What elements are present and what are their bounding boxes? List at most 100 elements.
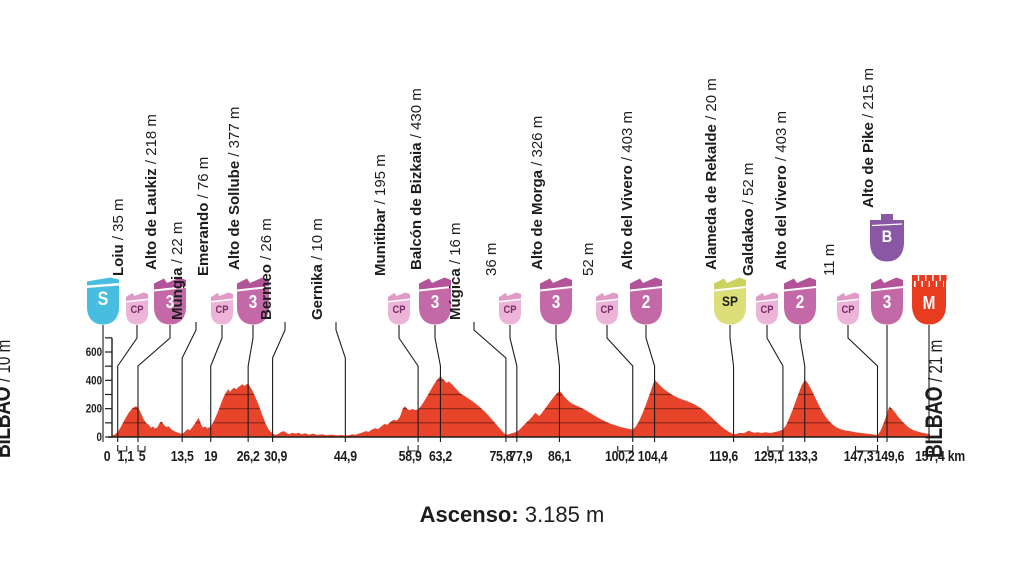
waypoint-label-foot <box>617 445 634 452</box>
start-icon <box>87 277 119 325</box>
waypoint-label-foot <box>137 445 146 452</box>
x-axis-label: 119,6 <box>709 448 738 464</box>
waypoint-label-mugica: Múgica / 16 m <box>447 222 464 320</box>
marker-52-m: CP <box>595 292 619 325</box>
waypoint-elevation: / 403 m <box>773 111 790 166</box>
cp-icon <box>837 292 859 325</box>
waypoint-label-alameda-de-rekalde: Alameda de Rekalde / 20 m <box>703 78 720 270</box>
marker-icon-text: CP <box>841 304 855 316</box>
x-axis-label: 0 <box>104 448 111 464</box>
marker-icon-text: CP <box>392 304 406 316</box>
waypoint-elevation: / 377 m <box>226 106 243 161</box>
waypoint-elevation: / 403 m <box>619 111 636 166</box>
waypoint-label-loiu: Loiu / 35 m <box>110 198 127 276</box>
marker-icon-text: S <box>97 289 109 310</box>
meta-icon <box>912 275 947 325</box>
waypoint-label-alto-del-vivero: Alto del Vivero / 403 m <box>773 111 790 270</box>
cp-icon <box>126 292 148 325</box>
waypoint-name: Alameda de Rekalde <box>703 124 720 270</box>
waypoint-label-galdakao: Galdakao / 52 m <box>740 162 757 276</box>
marker-loiu: CP <box>125 292 149 325</box>
sp-icon <box>714 277 746 325</box>
x-axis-label: 19 <box>204 448 218 464</box>
x-axis-label: 133,3 <box>788 448 818 464</box>
waypoint-name: Balcón de Bizkaia <box>408 142 425 270</box>
waypoint-elevation: / 218 m <box>143 114 160 169</box>
waypoint-label-alto-de-morga: Alto de Morga / 326 m <box>529 115 546 270</box>
waypoint-leader-line <box>799 325 806 442</box>
waypoint-name: Munitibar <box>372 208 389 277</box>
cat3-icon <box>871 277 903 325</box>
waypoint-leader-line <box>247 325 254 442</box>
waypoint-leader-line <box>555 325 561 442</box>
waypoint-leader-line <box>210 325 223 442</box>
marker-icon-text: 2 <box>641 292 651 312</box>
marker-icon-text: CP <box>600 304 614 316</box>
waypoint-label-alto-de-pike: Alto de Pike / 215 m <box>860 67 877 208</box>
x-axis-label: 5 <box>139 448 146 464</box>
marker-alto-de-sollube: 3 <box>236 277 270 325</box>
waypoint-leader-line <box>272 322 286 442</box>
waypoint-leader-line <box>729 325 735 442</box>
marker-icon-text: CP <box>130 304 144 316</box>
total-ascent: Ascenso: 3.185 m <box>0 502 1024 528</box>
cat2-icon <box>630 277 662 325</box>
waypoint-name: Alto de Pike <box>860 122 877 208</box>
waypoint-elevation: / 52 m <box>740 162 757 209</box>
x-axis-label: 100,2 <box>605 448 635 464</box>
cat3-icon <box>154 277 186 325</box>
waypoint-leader-line <box>509 325 518 442</box>
marker-alto-de-pike-bonus: B <box>869 214 905 264</box>
waypoint-label-gernika: Gernika / 10 m <box>309 218 326 320</box>
waypoint-label-alto-de-sollube: Alto de Sollube / 377 m <box>226 106 243 270</box>
marker-icon-text: M <box>922 293 936 313</box>
marker-icon-text: 3 <box>165 292 175 312</box>
x-axis-label: 149,6 <box>875 448 905 464</box>
waypoint-elevation: / 26 m <box>258 218 275 265</box>
cat3-icon <box>419 277 451 325</box>
marker-alto-del-vivero: 2 <box>629 277 663 325</box>
waypoint-elevation: / 20 m <box>703 78 720 125</box>
marker-alameda-de-rekalde: SP <box>713 277 747 325</box>
x-axis-label: 104,4 <box>638 448 668 464</box>
waypoint-label-alto-de-laukiz: Alto de Laukiz / 218 m <box>143 114 160 270</box>
waypoint-leader-line <box>645 325 656 442</box>
waypoint-name: Emerando <box>195 202 212 276</box>
waypoint-name: Gernika <box>309 264 326 320</box>
cp-icon <box>756 292 778 325</box>
x-axis-label: 30,9 <box>264 448 288 464</box>
waypoint-name: Alto de Morga <box>529 170 546 270</box>
marker-icon-text: CP <box>215 304 229 316</box>
waypoint-name: Loiu <box>110 244 127 276</box>
waypoint-elevation: 11 m <box>821 243 838 276</box>
waypoint-elevation: 52 m <box>580 242 597 276</box>
waypoint-name: Alto del Vivero <box>773 165 790 270</box>
waypoint-leader-line <box>117 325 138 442</box>
waypoint-label-alto-del-vivero: Alto del Vivero / 403 m <box>619 111 636 270</box>
waypoint-leader-line <box>335 322 346 442</box>
marker-m: M <box>911 275 947 325</box>
waypoint-label-balcon-de-bizkaia: Balcón de Bizkaia / 430 m <box>408 88 425 270</box>
waypoint-label-foot <box>407 445 419 452</box>
waypoint-name: Alto de Sollube <box>226 160 243 270</box>
marker-munitibar: CP <box>387 292 411 325</box>
waypoint-elevation: / 10 m <box>309 218 326 265</box>
waypoint-elevation: / 215 m <box>860 67 877 123</box>
waypoint-leader-line <box>606 325 634 442</box>
waypoint-elevation: / 35 m <box>110 198 127 245</box>
marker-icon-text: CP <box>503 304 517 316</box>
marker-icon-text: 3 <box>430 292 440 312</box>
x-axis-label: 77,9 <box>509 448 533 464</box>
marker-icon-text: 3 <box>551 292 561 312</box>
waypoint-elevation: / 326 m <box>529 115 546 170</box>
waypoint-elevation: / 76 m <box>195 156 212 203</box>
cp-icon <box>388 292 410 325</box>
marker-icon-text: B <box>881 227 893 246</box>
marker-galdakao: CP <box>755 292 779 325</box>
total-ascent-value: 3.185 m <box>524 502 605 527</box>
marker-alto-de-pike: 3 <box>870 277 904 325</box>
waypoint-label-bermeo: Bermeo / 26 m <box>258 218 275 320</box>
waypoint-leader-line <box>137 325 171 442</box>
